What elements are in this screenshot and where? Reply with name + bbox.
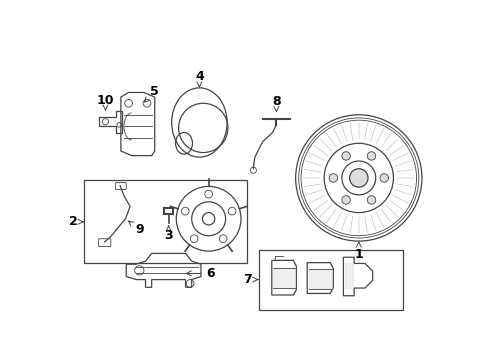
Circle shape <box>341 152 349 160</box>
Polygon shape <box>308 269 331 289</box>
Text: 9: 9 <box>128 221 143 236</box>
Circle shape <box>366 152 375 160</box>
Text: 8: 8 <box>271 95 280 112</box>
Circle shape <box>328 174 337 182</box>
Polygon shape <box>344 264 352 288</box>
Circle shape <box>366 196 375 204</box>
Text: 1: 1 <box>354 242 363 261</box>
Circle shape <box>379 174 387 182</box>
Text: 4: 4 <box>195 70 203 87</box>
Text: 5: 5 <box>144 85 159 102</box>
Bar <box>84 180 246 264</box>
Bar <box>258 249 403 310</box>
Polygon shape <box>273 268 294 288</box>
Text: 7: 7 <box>243 273 258 286</box>
Text: 3: 3 <box>164 226 173 242</box>
Circle shape <box>349 169 367 187</box>
Text: 10: 10 <box>97 94 114 110</box>
Circle shape <box>341 196 349 204</box>
Text: 2: 2 <box>69 215 83 228</box>
Text: 6: 6 <box>186 267 215 280</box>
